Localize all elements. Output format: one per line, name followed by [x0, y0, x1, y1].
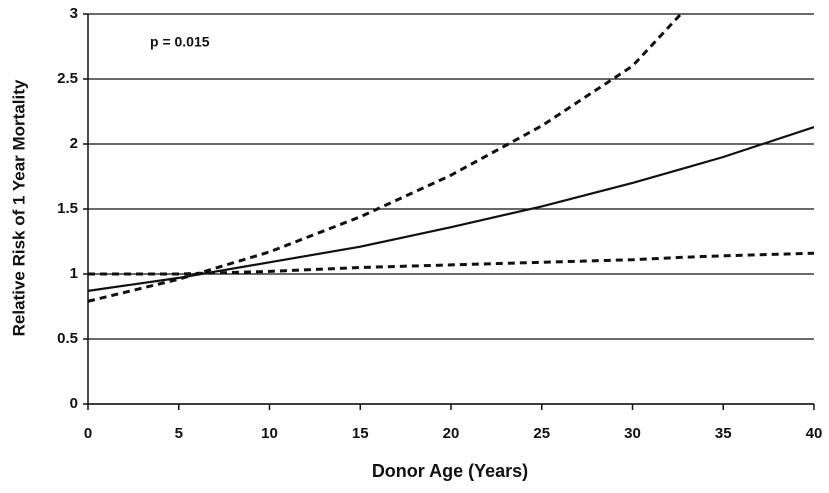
x-tick-label: 35	[715, 425, 732, 442]
x-tick-label: 10	[261, 425, 278, 442]
annotation: p = 0.015	[150, 34, 210, 50]
series-line	[88, 14, 683, 303]
y-tick-label: 3	[70, 5, 78, 22]
x-tick-label: 20	[443, 425, 460, 442]
y-tick-label: 1	[70, 265, 78, 282]
y-tick-label: 1.5	[57, 200, 78, 217]
y-tick-label: 0	[70, 395, 78, 412]
x-tick-label: 5	[175, 425, 183, 442]
series-line	[88, 126, 814, 292]
x-tick-label: 15	[352, 425, 369, 442]
series-line	[88, 251, 814, 276]
x-tick-label: 0	[84, 425, 92, 442]
y-tick-label: 2.5	[57, 70, 78, 87]
y-axis-title: Relative Risk of 1 Year Mortality	[9, 79, 28, 336]
x-tick-label: 30	[624, 425, 641, 442]
x-axis-title: Donor Age (Years)	[372, 461, 528, 481]
y-tick-label: 0.5	[57, 330, 78, 347]
x-tick-label: 40	[806, 425, 823, 442]
y-tick-label: 2	[70, 135, 78, 152]
x-tick-label: 25	[533, 425, 550, 442]
